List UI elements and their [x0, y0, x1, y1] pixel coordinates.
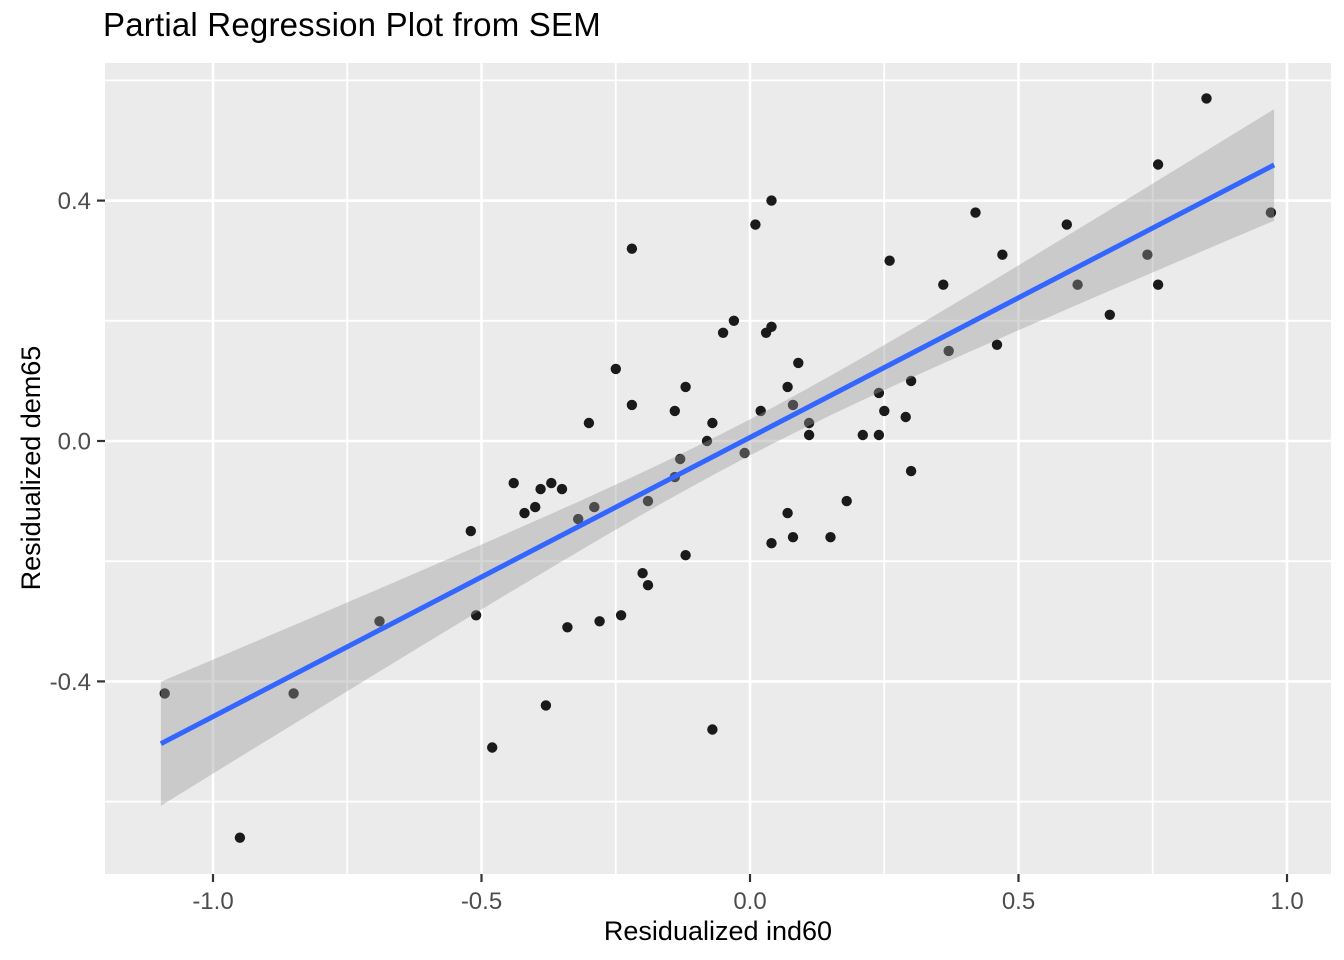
data-point — [642, 580, 654, 591]
data-point — [374, 616, 385, 627]
data-point — [530, 501, 541, 513]
data-point — [803, 417, 815, 429]
data-point — [465, 525, 476, 537]
data-point — [782, 507, 793, 519]
data-point — [535, 483, 546, 495]
data-point — [1072, 279, 1083, 290]
data-point — [873, 429, 885, 441]
data-point — [615, 610, 627, 621]
data-point — [884, 255, 895, 266]
data-point — [680, 550, 691, 561]
data-point — [594, 616, 605, 627]
data-point — [546, 477, 557, 489]
data-point — [841, 495, 852, 507]
x-axis-tick-label: 0.0 — [733, 888, 766, 915]
y-axis-tick-label: -0.4 — [50, 669, 91, 696]
data-point — [1142, 249, 1153, 260]
data-point — [642, 495, 654, 507]
data-point — [943, 345, 954, 357]
data-point — [857, 429, 868, 441]
data-point — [680, 381, 691, 393]
data-point — [750, 219, 761, 230]
data-point — [766, 195, 777, 206]
data-point — [803, 429, 815, 441]
data-point — [728, 315, 740, 326]
data-point — [583, 417, 595, 429]
regression-line — [159, 162, 1276, 746]
data-point — [669, 405, 680, 417]
data-point — [637, 568, 648, 579]
plot-panel — [105, 63, 1331, 874]
x-axis-tick-label: -1.0 — [192, 888, 233, 915]
data-point — [755, 405, 766, 417]
data-point — [1061, 219, 1073, 230]
x-axis-title: Residualized ind60 — [603, 916, 833, 946]
data-point — [766, 538, 777, 549]
data-point — [782, 381, 793, 393]
data-point — [1152, 159, 1164, 170]
data-point — [873, 387, 885, 399]
x-axis-tick-label: -0.5 — [461, 888, 502, 915]
data-point — [589, 501, 600, 513]
data-point — [879, 405, 890, 417]
data-point — [610, 363, 621, 375]
data-point — [707, 724, 718, 735]
y-axis-tick-label: 0.0 — [58, 429, 91, 456]
data-point — [717, 327, 729, 338]
data-point — [997, 249, 1008, 260]
y-axis-tick-label: 0.4 — [58, 188, 91, 215]
data-point — [991, 339, 1003, 350]
data-point — [508, 477, 519, 489]
data-point — [159, 688, 170, 699]
data-point — [470, 610, 482, 621]
data-point — [487, 742, 498, 753]
x-axis-tick-label: 1.0 — [1270, 888, 1303, 915]
data-point — [938, 279, 949, 290]
data-point — [626, 243, 638, 254]
data-point — [675, 453, 686, 465]
data-point — [760, 327, 772, 338]
data-point — [707, 417, 718, 429]
data-point — [905, 375, 917, 387]
x-axis-tick-label: 0.5 — [1002, 888, 1035, 915]
data-point — [787, 532, 799, 543]
data-point — [540, 700, 552, 711]
y-axis-title: Residualized dem65 — [16, 345, 46, 591]
data-point — [288, 688, 299, 699]
data-point — [701, 435, 713, 447]
data-point — [970, 207, 981, 218]
data-point — [1152, 279, 1164, 290]
data-point — [739, 447, 750, 459]
chart-title: Partial Regression Plot from SEM — [103, 6, 601, 43]
data-point — [787, 399, 799, 411]
data-point — [626, 399, 638, 411]
data-point — [900, 411, 911, 423]
data-point — [519, 507, 530, 519]
data-point — [556, 483, 568, 495]
data-point — [1104, 309, 1116, 320]
data-point — [1265, 207, 1277, 218]
data-point — [1201, 93, 1212, 104]
data-point — [905, 465, 917, 477]
data-point — [234, 832, 246, 843]
data-point — [825, 532, 836, 543]
data-point — [562, 622, 573, 633]
data-point — [793, 357, 804, 369]
data-point — [573, 513, 584, 525]
confidence-ribbon — [160, 109, 1275, 806]
